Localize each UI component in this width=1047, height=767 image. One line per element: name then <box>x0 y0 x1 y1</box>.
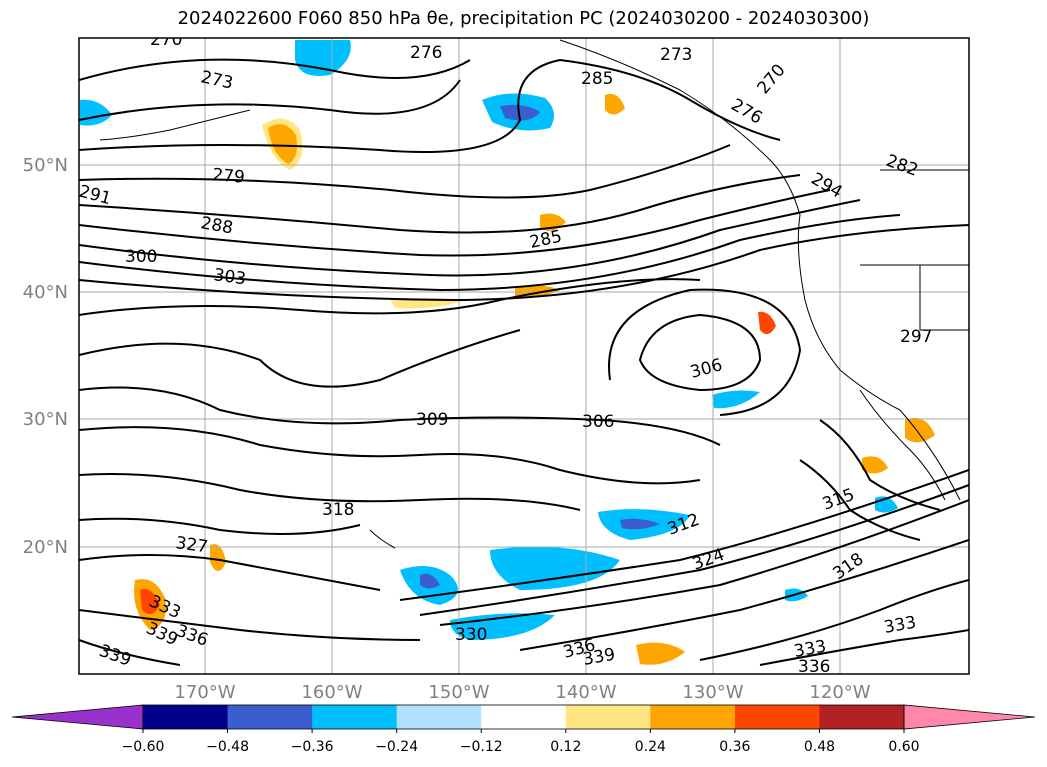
colorbar-tick-label: 0.24 <box>635 739 666 755</box>
colorbar-segment <box>819 705 905 729</box>
contour-label: 303 <box>212 265 247 289</box>
lat-label: 20°N <box>23 537 68 558</box>
contour-label: 273 <box>660 45 692 65</box>
colorbar-segment <box>734 705 820 729</box>
contour-label: 330 <box>455 625 487 645</box>
contour-label: 306 <box>582 412 614 432</box>
colorbar-segment <box>565 705 651 729</box>
colorbar-tick-label: −0.36 <box>291 739 334 755</box>
colorbar-tick-label: 0.36 <box>719 739 750 755</box>
map-title: 2024022600 F060 850 hPa θe, precipitatio… <box>177 8 870 29</box>
colorbar-segment <box>143 705 229 729</box>
colorbar-extend-high <box>903 704 1036 730</box>
colorbar-tick-label: 0.12 <box>550 739 581 755</box>
contour-label: 285 <box>581 69 613 89</box>
contour-label: 318 <box>322 500 354 520</box>
contour-label: 309 <box>416 410 448 430</box>
contour-label: 297 <box>900 327 932 347</box>
lat-label: 30°N <box>23 409 68 430</box>
colorbar-tick-label: −0.48 <box>206 739 249 755</box>
lat-label: 50°N <box>23 155 68 176</box>
lon-label: 150°W <box>428 682 489 703</box>
colorbar-segment <box>312 705 398 729</box>
colorbar-tick-label: −0.12 <box>460 739 503 755</box>
contour-label: 270 <box>150 30 182 50</box>
colorbar-segment <box>481 705 567 729</box>
colorbar-segment <box>396 705 482 729</box>
lon-label: 170°W <box>174 682 235 703</box>
contour-label: 279 <box>212 165 246 188</box>
plot-frame <box>78 37 970 675</box>
colorbar <box>11 704 1036 730</box>
colorbar-tick-label: 0.60 <box>888 739 919 755</box>
lon-label: 140°W <box>555 682 616 703</box>
colorbar-tick-label: 0.48 <box>804 739 835 755</box>
latitude-labels: 50°N 40°N 30°N 20°N <box>23 155 68 558</box>
longitude-labels: 170°W 160°W 150°W 140°W 130°W 120°W <box>174 682 870 703</box>
colorbar-extend-low <box>11 704 144 730</box>
colorbar-segment <box>650 705 736 729</box>
lon-label: 120°W <box>809 682 870 703</box>
precip-shading <box>80 40 935 665</box>
colorbar-frame <box>142 704 905 730</box>
map-plot-area: 270 273 276 279 291 288 300 303 285 285 … <box>79 30 969 677</box>
lat-label: 40°N <box>23 282 68 303</box>
colorbar-segment <box>227 705 313 729</box>
contour-label: 276 <box>410 43 442 63</box>
colorbar-tick-label: −0.24 <box>375 739 418 755</box>
theta-e-contours <box>79 58 969 666</box>
contour-label: 327 <box>174 533 209 557</box>
colorbar-tick-label: −0.60 <box>122 739 165 755</box>
lon-label: 130°W <box>682 682 743 703</box>
contour-label: 336 <box>798 657 830 677</box>
lon-label: 160°W <box>301 682 362 703</box>
contour-label: 300 <box>125 247 157 267</box>
colorbar-ticks: −0.60 −0.48 −0.36 −0.24 −0.12 0.12 0.24 0.36 0.4… <box>122 729 920 755</box>
